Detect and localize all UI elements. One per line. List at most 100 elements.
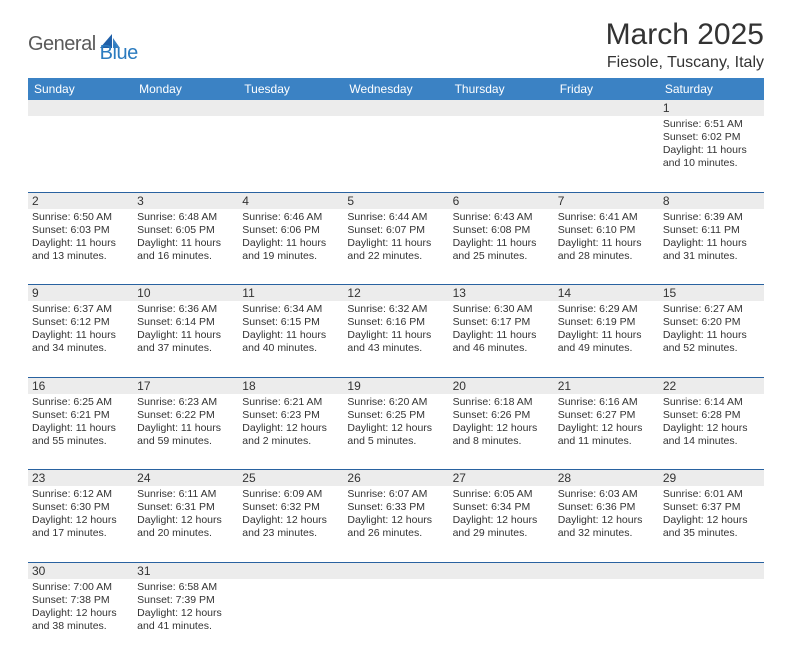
day-number-cell: 29 (659, 470, 764, 487)
day-cell: Sunrise: 6:43 AMSunset: 6:08 PMDaylight:… (449, 209, 554, 285)
day-number-cell: 1 (659, 100, 764, 116)
day-cell: Sunrise: 6:51 AMSunset: 6:02 PMDaylight:… (659, 116, 764, 192)
day-details: Sunrise: 7:00 AMSunset: 7:38 PMDaylight:… (32, 581, 129, 634)
sunrise-text: Sunrise: 6:46 AM (242, 211, 339, 224)
day-details: Sunrise: 6:18 AMSunset: 6:26 PMDaylight:… (453, 396, 550, 449)
day-details: Sunrise: 6:48 AMSunset: 6:05 PMDaylight:… (137, 211, 234, 264)
day-number-cell: 26 (343, 470, 448, 487)
daylight-text: Daylight: 11 hours and 25 minutes. (453, 237, 550, 263)
sunset-text: Sunset: 7:38 PM (32, 594, 129, 607)
daylight-text: Daylight: 11 hours and 22 minutes. (347, 237, 444, 263)
daylight-text: Daylight: 11 hours and 46 minutes. (453, 329, 550, 355)
day-number-cell (449, 100, 554, 116)
sunrise-text: Sunrise: 6:50 AM (32, 211, 129, 224)
day-cell (554, 116, 659, 192)
sunrise-text: Sunrise: 6:12 AM (32, 488, 129, 501)
daylight-text: Daylight: 11 hours and 37 minutes. (137, 329, 234, 355)
calendar-table: Sunday Monday Tuesday Wednesday Thursday… (28, 78, 764, 655)
day-number-cell: 12 (343, 285, 448, 302)
day-cell: Sunrise: 6:34 AMSunset: 6:15 PMDaylight:… (238, 301, 343, 377)
day-cell: Sunrise: 6:41 AMSunset: 6:10 PMDaylight:… (554, 209, 659, 285)
day-number-cell: 10 (133, 285, 238, 302)
daylight-text: Daylight: 11 hours and 28 minutes. (558, 237, 655, 263)
day-number-cell: 9 (28, 285, 133, 302)
day-number-cell (238, 100, 343, 116)
sunset-text: Sunset: 6:17 PM (453, 316, 550, 329)
day-number-cell (659, 562, 764, 579)
sunrise-text: Sunrise: 6:27 AM (663, 303, 760, 316)
day-cell: Sunrise: 6:44 AMSunset: 6:07 PMDaylight:… (343, 209, 448, 285)
day-cell: Sunrise: 6:23 AMSunset: 6:22 PMDaylight:… (133, 394, 238, 470)
daylight-text: Daylight: 11 hours and 19 minutes. (242, 237, 339, 263)
sunrise-text: Sunrise: 6:03 AM (558, 488, 655, 501)
header: General Blue March 2025 Fiesole, Tuscany… (28, 18, 764, 76)
logo: General Blue (28, 24, 138, 65)
day-cell (238, 116, 343, 192)
daylight-text: Daylight: 11 hours and 13 minutes. (32, 237, 129, 263)
sunrise-text: Sunrise: 6:43 AM (453, 211, 550, 224)
day-cell (449, 579, 554, 655)
week-row: Sunrise: 6:12 AMSunset: 6:30 PMDaylight:… (28, 486, 764, 562)
day-number-row: 2345678 (28, 192, 764, 209)
daylight-text: Daylight: 11 hours and 34 minutes. (32, 329, 129, 355)
day-number-cell: 17 (133, 377, 238, 394)
day-cell: Sunrise: 6:50 AMSunset: 6:03 PMDaylight:… (28, 209, 133, 285)
day-number-cell (554, 562, 659, 579)
sunrise-text: Sunrise: 6:36 AM (137, 303, 234, 316)
day-number-cell (343, 562, 448, 579)
day-cell (133, 116, 238, 192)
day-cell (343, 116, 448, 192)
day-cell: Sunrise: 6:18 AMSunset: 6:26 PMDaylight:… (449, 394, 554, 470)
day-header-row: Sunday Monday Tuesday Wednesday Thursday… (28, 78, 764, 100)
daylight-text: Daylight: 11 hours and 52 minutes. (663, 329, 760, 355)
day-number-cell: 2 (28, 192, 133, 209)
calendar-body: 1Sunrise: 6:51 AMSunset: 6:02 PMDaylight… (28, 100, 764, 655)
logo-text-general: General (28, 33, 96, 56)
daylight-text: Daylight: 12 hours and 35 minutes. (663, 514, 760, 540)
day-number-row: 3031 (28, 562, 764, 579)
day-details: Sunrise: 6:01 AMSunset: 6:37 PMDaylight:… (663, 488, 760, 541)
day-cell: Sunrise: 6:37 AMSunset: 6:12 PMDaylight:… (28, 301, 133, 377)
sunrise-text: Sunrise: 6:01 AM (663, 488, 760, 501)
day-details: Sunrise: 6:21 AMSunset: 6:23 PMDaylight:… (242, 396, 339, 449)
day-details: Sunrise: 6:46 AMSunset: 6:06 PMDaylight:… (242, 211, 339, 264)
sunrise-text: Sunrise: 6:58 AM (137, 581, 234, 594)
day-header: Friday (554, 78, 659, 100)
day-number-cell: 5 (343, 192, 448, 209)
sunset-text: Sunset: 6:16 PM (347, 316, 444, 329)
sunset-text: Sunset: 6:02 PM (663, 131, 760, 144)
sunset-text: Sunset: 6:36 PM (558, 501, 655, 514)
day-cell (659, 579, 764, 655)
day-header: Wednesday (343, 78, 448, 100)
day-cell: Sunrise: 7:00 AMSunset: 7:38 PMDaylight:… (28, 579, 133, 655)
day-header: Tuesday (238, 78, 343, 100)
day-number-row: 1 (28, 100, 764, 116)
sunrise-text: Sunrise: 6:25 AM (32, 396, 129, 409)
day-cell: Sunrise: 6:14 AMSunset: 6:28 PMDaylight:… (659, 394, 764, 470)
daylight-text: Daylight: 12 hours and 8 minutes. (453, 422, 550, 448)
day-details: Sunrise: 6:11 AMSunset: 6:31 PMDaylight:… (137, 488, 234, 541)
sunset-text: Sunset: 6:03 PM (32, 224, 129, 237)
day-cell: Sunrise: 6:11 AMSunset: 6:31 PMDaylight:… (133, 486, 238, 562)
day-number-cell: 13 (449, 285, 554, 302)
sunset-text: Sunset: 6:06 PM (242, 224, 339, 237)
sunrise-text: Sunrise: 6:30 AM (453, 303, 550, 316)
day-header: Thursday (449, 78, 554, 100)
daylight-text: Daylight: 12 hours and 29 minutes. (453, 514, 550, 540)
day-details: Sunrise: 6:23 AMSunset: 6:22 PMDaylight:… (137, 396, 234, 449)
day-details: Sunrise: 6:14 AMSunset: 6:28 PMDaylight:… (663, 396, 760, 449)
daylight-text: Daylight: 11 hours and 55 minutes. (32, 422, 129, 448)
logo-text-blue: Blue (100, 42, 138, 65)
sunset-text: Sunset: 6:14 PM (137, 316, 234, 329)
sunrise-text: Sunrise: 6:18 AM (453, 396, 550, 409)
sunset-text: Sunset: 6:33 PM (347, 501, 444, 514)
daylight-text: Daylight: 12 hours and 5 minutes. (347, 422, 444, 448)
day-cell: Sunrise: 6:20 AMSunset: 6:25 PMDaylight:… (343, 394, 448, 470)
day-number-cell: 30 (28, 562, 133, 579)
day-details: Sunrise: 6:39 AMSunset: 6:11 PMDaylight:… (663, 211, 760, 264)
sunrise-text: Sunrise: 6:21 AM (242, 396, 339, 409)
daylight-text: Daylight: 12 hours and 11 minutes. (558, 422, 655, 448)
sunset-text: Sunset: 6:34 PM (453, 501, 550, 514)
sunset-text: Sunset: 6:05 PM (137, 224, 234, 237)
day-number-cell (343, 100, 448, 116)
